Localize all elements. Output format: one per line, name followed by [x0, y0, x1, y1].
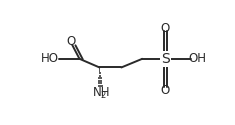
Text: 2: 2: [100, 91, 105, 100]
Text: HO: HO: [41, 52, 59, 65]
Text: NH: NH: [93, 86, 111, 98]
Text: OH: OH: [188, 52, 206, 65]
Text: O: O: [67, 36, 76, 49]
Text: S: S: [161, 52, 169, 66]
Text: O: O: [161, 84, 170, 97]
Text: O: O: [161, 22, 170, 35]
